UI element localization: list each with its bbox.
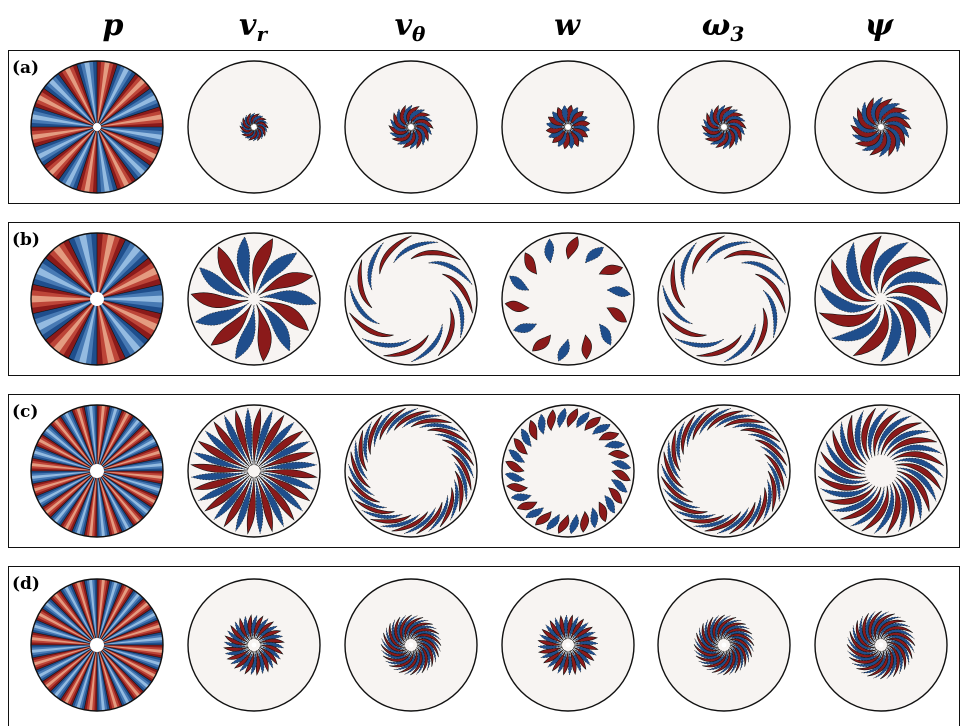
- panel-d-0: [30, 578, 164, 712]
- panel-d-2: [344, 578, 478, 712]
- panel-a-4: [657, 60, 791, 194]
- row-label-a: (a): [12, 58, 40, 78]
- column-header-psi: ψ: [864, 8, 894, 43]
- row-frame-c: [8, 394, 960, 548]
- panel-c-2: [344, 404, 478, 538]
- panel-b-1: [187, 232, 321, 366]
- panel-a-5: [814, 60, 948, 194]
- panel-a-1: [187, 60, 321, 194]
- row-frame-b: [8, 222, 960, 376]
- panel-b-3: [501, 232, 635, 366]
- panel-d-1: [187, 578, 321, 712]
- panel-c-5: [814, 404, 948, 538]
- row-label-b: (b): [12, 230, 40, 250]
- column-header-p: p: [102, 8, 124, 43]
- panel-a-2: [344, 60, 478, 194]
- row-label-d: (d): [12, 574, 40, 594]
- panel-b-2: [344, 232, 478, 366]
- panel-c-3: [501, 404, 635, 538]
- row-frame-d: [8, 566, 960, 726]
- panel-d-5: [814, 578, 948, 712]
- row-label-c: (c): [12, 402, 39, 422]
- panel-a-3: [501, 60, 635, 194]
- row-frame-a: [8, 50, 960, 204]
- panel-a-0: [30, 60, 164, 194]
- column-header-vr: vr: [239, 8, 267, 46]
- panel-b-4: [657, 232, 791, 366]
- column-header-w: w: [554, 8, 580, 43]
- column-header-vtheta: vθ: [394, 8, 426, 46]
- panel-c-4: [657, 404, 791, 538]
- panel-c-0: [30, 404, 164, 538]
- panel-b-0: [30, 232, 164, 366]
- column-header-omega3: ω3: [701, 8, 745, 46]
- panel-c-1: [187, 404, 321, 538]
- panel-d-4: [657, 578, 791, 712]
- panel-d-3: [501, 578, 635, 712]
- panel-b-5: [814, 232, 948, 366]
